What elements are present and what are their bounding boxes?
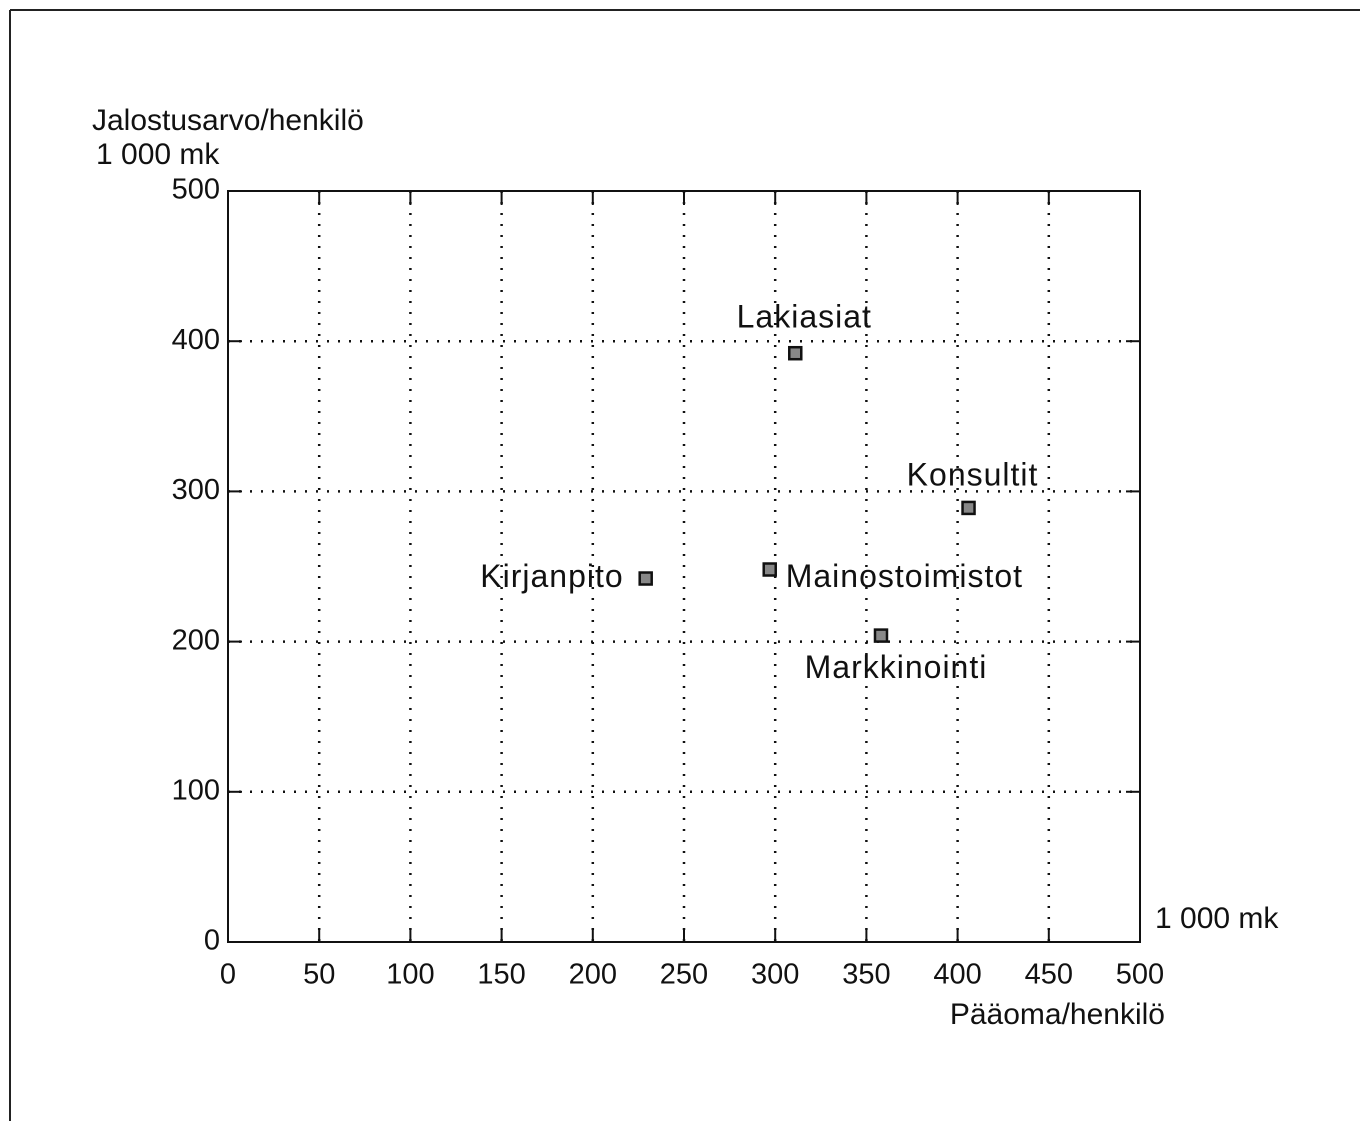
point-label: Lakiasiat (737, 299, 872, 335)
plot-frame (227, 190, 1141, 943)
y-tick-label: 500 (172, 174, 220, 206)
point (638, 571, 653, 586)
x-tick-label: 100 (386, 959, 434, 991)
x-tick-label: 250 (660, 959, 708, 991)
y-axis-unit: 1 000 mk (96, 138, 220, 171)
x-tick-label: 400 (933, 959, 981, 991)
x-tick-label: 350 (842, 959, 890, 991)
point-label: Konsultit (907, 456, 1039, 492)
point (788, 345, 803, 361)
x-tick-label: 300 (751, 959, 799, 991)
x-axis-unit: 1 000 mk (1155, 902, 1279, 935)
point-label: Markkinointi (805, 649, 988, 685)
x-tick-label: 150 (477, 959, 525, 991)
x-tick-label: 200 (569, 959, 617, 991)
point-label: Mainostoimistot (786, 558, 1023, 594)
point (873, 628, 889, 643)
y-tick-label: 300 (172, 474, 220, 506)
y-tick-label: 400 (172, 324, 220, 356)
y-tick-label: 0 (204, 925, 220, 957)
x-tick-label: 450 (1025, 959, 1073, 991)
y-tick-label: 200 (172, 624, 220, 656)
y-tick-label: 100 (172, 774, 220, 806)
point (961, 500, 976, 516)
y-axis-label: Jalostusarvo/henkilö (92, 104, 364, 137)
point (762, 562, 777, 577)
x-axis-label: Pääoma/henkilö (950, 998, 1165, 1031)
point-label: Kirjanpito (480, 558, 623, 594)
x-tick-label: 50 (303, 959, 335, 991)
x-tick-label: 0 (220, 959, 236, 991)
x-tick-label: 500 (1116, 959, 1164, 991)
